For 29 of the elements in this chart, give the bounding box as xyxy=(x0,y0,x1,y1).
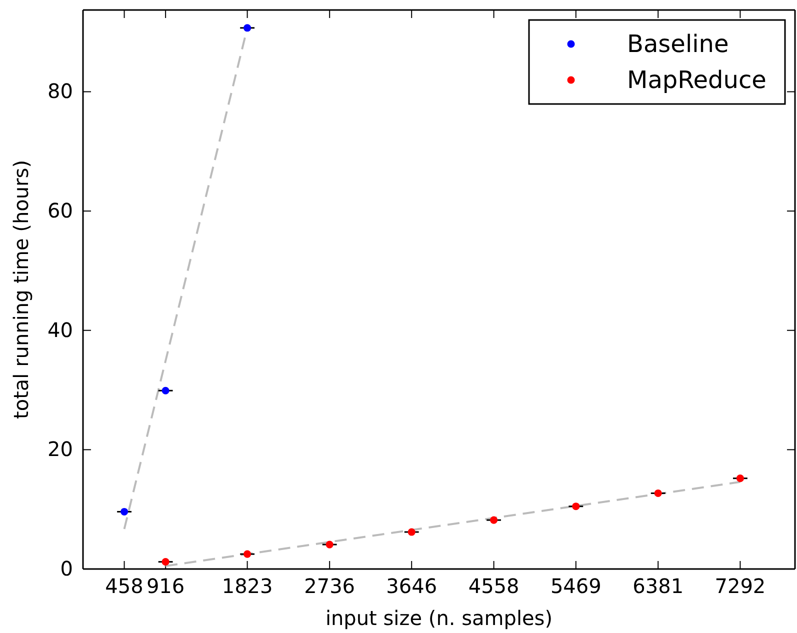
y-axis-title: total running time (hours) xyxy=(9,160,33,420)
legend-label: Baseline xyxy=(627,30,729,58)
point xyxy=(408,528,416,536)
point xyxy=(654,489,662,498)
x-tick-label: 7292 xyxy=(714,574,766,598)
x-tick-label: 5469 xyxy=(550,574,602,598)
point xyxy=(162,386,170,394)
point xyxy=(572,502,580,510)
x-tick-label: 458 xyxy=(105,574,144,598)
point xyxy=(326,540,334,548)
point xyxy=(120,508,128,516)
x-tick-label: 3646 xyxy=(386,574,438,598)
x-tick-label: 1823 xyxy=(222,574,273,598)
x-tick-label: 6381 xyxy=(632,574,684,598)
y-tick-label: 80 xyxy=(48,79,73,104)
x-tick-label: 916 xyxy=(146,574,185,598)
point xyxy=(162,558,170,566)
y-tick-label: 40 xyxy=(48,318,73,342)
x-tick-label: 2736 xyxy=(304,574,356,598)
y-tick-label: 0 xyxy=(60,556,73,580)
legend-label: MapReduce xyxy=(627,66,766,94)
point xyxy=(244,550,252,558)
x-axis-title: input size (n. samples) xyxy=(325,606,553,630)
point xyxy=(736,474,744,482)
y-tick-label: 60 xyxy=(48,198,73,222)
y-tick-label: 20 xyxy=(48,437,73,462)
point xyxy=(244,24,252,32)
x-tick-label: 4558 xyxy=(468,574,520,598)
point xyxy=(490,516,498,524)
